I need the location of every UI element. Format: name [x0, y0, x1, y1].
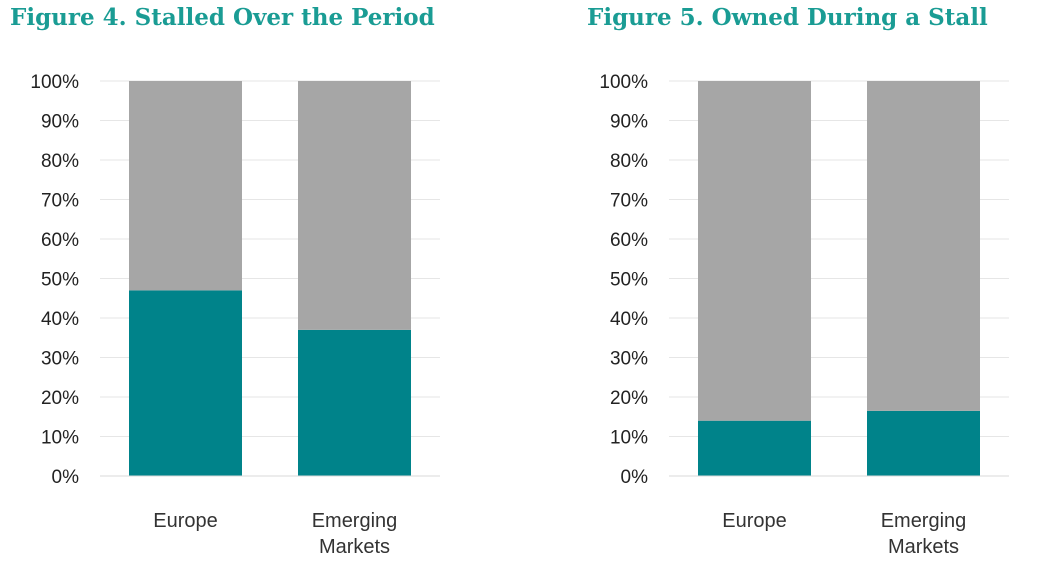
- fig5-category-label: Markets: [888, 536, 959, 558]
- figure-5-chart: 0% 10% 20% 30% 40% 50% 60% 70% 80% 90% 100% Europe E…: [599, 72, 1009, 558]
- fig4-y-tick-label: 10%: [41, 428, 79, 449]
- fig4-y-tick-label: 20%: [41, 388, 79, 409]
- fig4-bar-remainder-0: [129, 81, 242, 291]
- fig5-y-tick-label: 50%: [610, 270, 648, 291]
- fig4-category-label: Markets: [319, 536, 390, 558]
- fig5-bar-remainder-1: [867, 81, 980, 411]
- fig5-bar-share-1: [867, 410, 980, 476]
- figure-5-title: Figure 5. Owned During a Stall: [587, 4, 988, 31]
- fig5-y-tick-label: 100%: [599, 72, 648, 93]
- figure-4-title: Figure 4. Stalled Over the Period: [10, 4, 435, 31]
- fig4-y-tick-label: 100%: [30, 72, 79, 93]
- fig4-category-label: Europe: [153, 510, 218, 532]
- figure-4-chart: 0% 10% 20% 30% 40% 50% 60% 70% 80% 90% 100% Europe E…: [30, 72, 440, 558]
- fig4-y-tick-label: 80%: [41, 151, 79, 172]
- fig4-category-label: Emerging: [312, 510, 398, 532]
- fig4-bar-share-0: [129, 290, 242, 476]
- fig5-y-tick-label: 0%: [621, 467, 649, 488]
- fig5-category-label: Europe: [722, 510, 787, 532]
- fig5-y-tick-label: 30%: [610, 349, 648, 370]
- fig5-y-tick-label: 10%: [610, 428, 648, 449]
- fig4-y-tick-label: 60%: [41, 230, 79, 251]
- fig4-bar-share-1: [298, 329, 411, 476]
- fig5-y-tick-label: 40%: [610, 309, 648, 330]
- fig4-y-tick-label: 50%: [41, 270, 79, 291]
- fig5-bar-share-0: [698, 420, 811, 476]
- fig4-y-tick-label: 0%: [52, 467, 80, 488]
- fig5-y-tick-label: 20%: [610, 388, 648, 409]
- fig5-y-tick-label: 90%: [610, 112, 648, 133]
- fig4-y-tick-label: 70%: [41, 191, 79, 212]
- fig4-y-tick-label: 30%: [41, 349, 79, 370]
- fig5-bar-remainder-0: [698, 81, 811, 421]
- fig5-y-tick-label: 80%: [610, 151, 648, 172]
- fig5-y-tick-label: 60%: [610, 230, 648, 251]
- fig4-y-tick-label: 40%: [41, 309, 79, 330]
- fig4-bar-remainder-1: [298, 81, 411, 330]
- fig5-y-tick-label: 70%: [610, 191, 648, 212]
- fig4-y-tick-label: 90%: [41, 112, 79, 133]
- fig5-category-label: Emerging: [881, 510, 967, 532]
